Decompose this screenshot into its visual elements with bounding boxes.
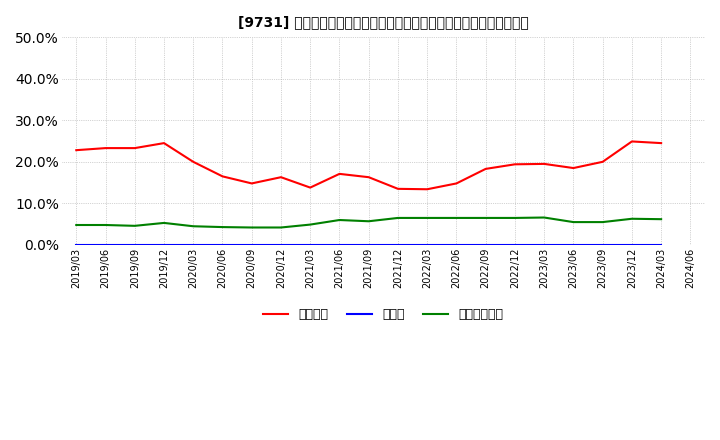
のれん (657, 242, 665, 248)
自己資本 (423, 187, 431, 192)
のれん (423, 242, 431, 248)
自己資本 (482, 166, 490, 172)
自己資本 (218, 174, 227, 179)
のれん (598, 242, 607, 248)
繰延税金資産 (423, 215, 431, 220)
繰延税金資産 (102, 222, 110, 227)
のれん (569, 242, 577, 248)
Legend: 自己資本, のれん, 繰延税金資産: 自己資本, のれん, 繰延税金資産 (258, 303, 508, 326)
自己資本 (598, 159, 607, 165)
のれん (276, 242, 285, 248)
Line: 繰延税金資産: 繰延税金資産 (76, 217, 661, 227)
繰延税金資産 (218, 224, 227, 230)
繰延税金資産 (248, 225, 256, 230)
繰延税金資産 (598, 220, 607, 225)
自己資本 (160, 140, 168, 146)
繰延税金資産 (628, 216, 636, 221)
のれん (394, 242, 402, 248)
のれん (510, 242, 519, 248)
のれん (452, 242, 461, 248)
のれん (130, 242, 139, 248)
繰延税金資産 (540, 215, 549, 220)
繰延税金資産 (189, 224, 197, 229)
繰延税金資産 (364, 219, 373, 224)
のれん (189, 242, 197, 248)
自己資本 (394, 186, 402, 191)
自己資本 (102, 146, 110, 151)
Line: 自己資本: 自己資本 (76, 141, 661, 189)
繰延税金資産 (306, 222, 315, 227)
のれん (218, 242, 227, 248)
のれん (335, 242, 343, 248)
のれん (628, 242, 636, 248)
繰延税金資産 (510, 215, 519, 220)
のれん (306, 242, 315, 248)
自己資本 (306, 185, 315, 190)
繰延税金資産 (569, 220, 577, 225)
繰延税金資産 (130, 223, 139, 228)
自己資本 (657, 140, 665, 146)
自己資本 (276, 175, 285, 180)
自己資本 (510, 161, 519, 167)
のれん (540, 242, 549, 248)
繰延税金資産 (276, 225, 285, 230)
自己資本 (130, 146, 139, 151)
繰延税金資産 (452, 215, 461, 220)
自己資本 (248, 181, 256, 186)
自己資本 (364, 175, 373, 180)
Title: [9731] 自己資本、のれん、繰延税金資産の総資産に対する比率の推移: [9731] 自己資本、のれん、繰延税金資産の総資産に対する比率の推移 (238, 15, 528, 29)
繰延税金資産 (72, 222, 81, 227)
繰延税金資産 (394, 215, 402, 220)
自己資本 (72, 147, 81, 153)
自己資本 (189, 159, 197, 165)
自己資本 (452, 181, 461, 186)
自己資本 (569, 165, 577, 171)
繰延税金資産 (335, 217, 343, 223)
のれん (160, 242, 168, 248)
繰延税金資産 (482, 215, 490, 220)
自己資本 (335, 171, 343, 176)
繰延税金資産 (657, 216, 665, 222)
のれん (482, 242, 490, 248)
のれん (248, 242, 256, 248)
自己資本 (628, 139, 636, 144)
のれん (364, 242, 373, 248)
繰延税金資産 (160, 220, 168, 226)
自己資本 (540, 161, 549, 166)
のれん (102, 242, 110, 248)
のれん (72, 242, 81, 248)
